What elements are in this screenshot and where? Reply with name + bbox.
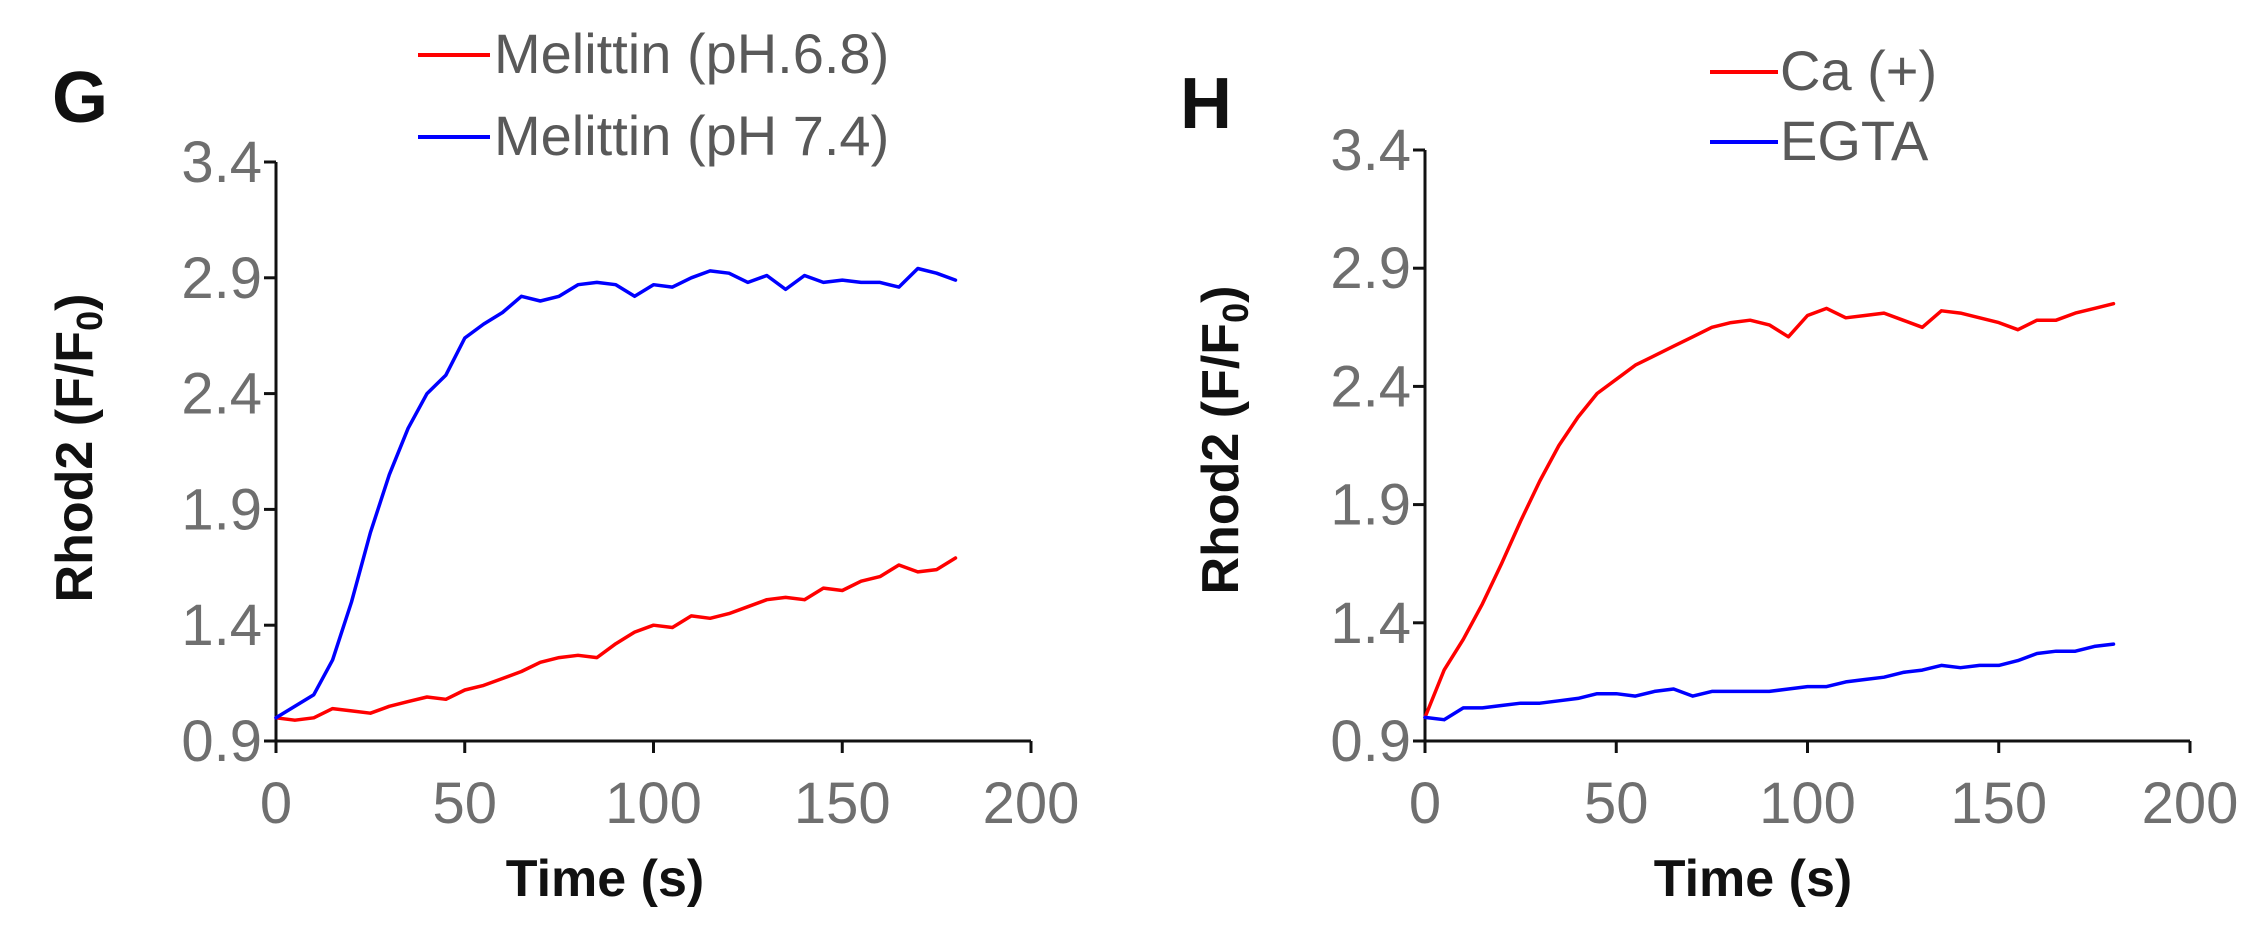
y-axis-title-h: Rhod2 (F/F0)	[1192, 286, 1256, 595]
y-axis-title-g: Rhod2 (F/F0)	[46, 294, 110, 603]
y-tick-label-h: 0.9	[1330, 709, 1411, 774]
y-tick-label-h: 1.9	[1330, 473, 1411, 538]
x-tick-label-h: 150	[1950, 771, 2047, 836]
y-tick-label-h: 2.4	[1330, 354, 1411, 419]
y-tick-label-g: 0.9	[181, 709, 262, 774]
y-tick-label-g: 1.9	[181, 477, 262, 542]
plot-area-h	[1423, 301, 2116, 722]
x-tick-label-g: 100	[605, 771, 702, 836]
axes-h: 0.9 1.4 1.9 2.4 2.9 3.4 0 50 100 150 200	[1330, 118, 2238, 836]
x-tick-label-h: 100	[1759, 771, 1856, 836]
series-line-g-melittin-ph-7-4	[274, 266, 958, 720]
y-tick-label-h: 2.9	[1330, 236, 1411, 301]
x-axis-title-g: Time (s)	[506, 850, 704, 908]
x-tick-label-h: 200	[2142, 771, 2239, 836]
y-axis-title-sub-h: 0	[1215, 303, 1256, 323]
y-axis-title-main-h: Rhod2 (F/F	[1192, 323, 1250, 595]
series-line-h-ca	[1423, 301, 2116, 720]
x-tick-label-h: 50	[1584, 771, 1649, 836]
series-line-g-melittin-ph-6-8	[274, 556, 958, 722]
y-tick-label-h: 3.4	[1330, 118, 1411, 183]
y-axis-title-sub-g: 0	[69, 311, 110, 331]
panel-h: H Ca (+) EGTA 0.9 1.4 1.9 2.4 2.9 3.4 0 50 100 150…	[1180, 39, 2238, 908]
legend-label-g-melittin-ph-6-8: Melittin (pH.6.8)	[494, 22, 889, 85]
panel-letter-h: H	[1180, 64, 1232, 144]
y-tick-label-g: 2.4	[181, 362, 262, 427]
y-tick-label-h: 1.4	[1330, 591, 1411, 656]
x-tick-label-g: 150	[794, 771, 891, 836]
legend-label-h-egta: EGTA	[1780, 109, 1929, 172]
legend-label-h-ca: Ca (+)	[1780, 39, 1937, 102]
x-tick-label-g: 50	[432, 771, 497, 836]
x-tick-label-h: 0	[1409, 771, 1441, 836]
y-tick-label-g: 2.9	[181, 246, 262, 311]
series-line-h-egta	[1423, 642, 2116, 722]
y-axis-title-close-h: )	[1192, 286, 1250, 303]
x-tick-label-g: 0	[260, 771, 292, 836]
panel-g: G Melittin (pH.6.8) Melittin (pH 7.4) 0.9…	[46, 22, 1079, 908]
panel-letter-g: G	[52, 58, 108, 138]
y-axis-title-main-g: Rhod2 (F/F	[46, 331, 104, 603]
x-axis-title-h: Time (s)	[1654, 850, 1852, 908]
y-tick-label-g: 3.4	[181, 130, 262, 195]
legend-h: Ca (+) EGTA	[1710, 39, 1937, 172]
legend-g: Melittin (pH.6.8) Melittin (pH 7.4)	[418, 22, 889, 167]
y-axis-title-close-g: )	[46, 294, 104, 311]
y-tick-label-g: 1.4	[181, 593, 262, 658]
legend-label-g-melittin-ph-7-4: Melittin (pH 7.4)	[494, 104, 889, 167]
axes-g: 0.9 1.4 1.9 2.4 2.9 3.4 0 50 100 150 200	[181, 130, 1079, 836]
plot-area-g	[274, 266, 958, 722]
x-tick-label-g: 200	[983, 771, 1080, 836]
